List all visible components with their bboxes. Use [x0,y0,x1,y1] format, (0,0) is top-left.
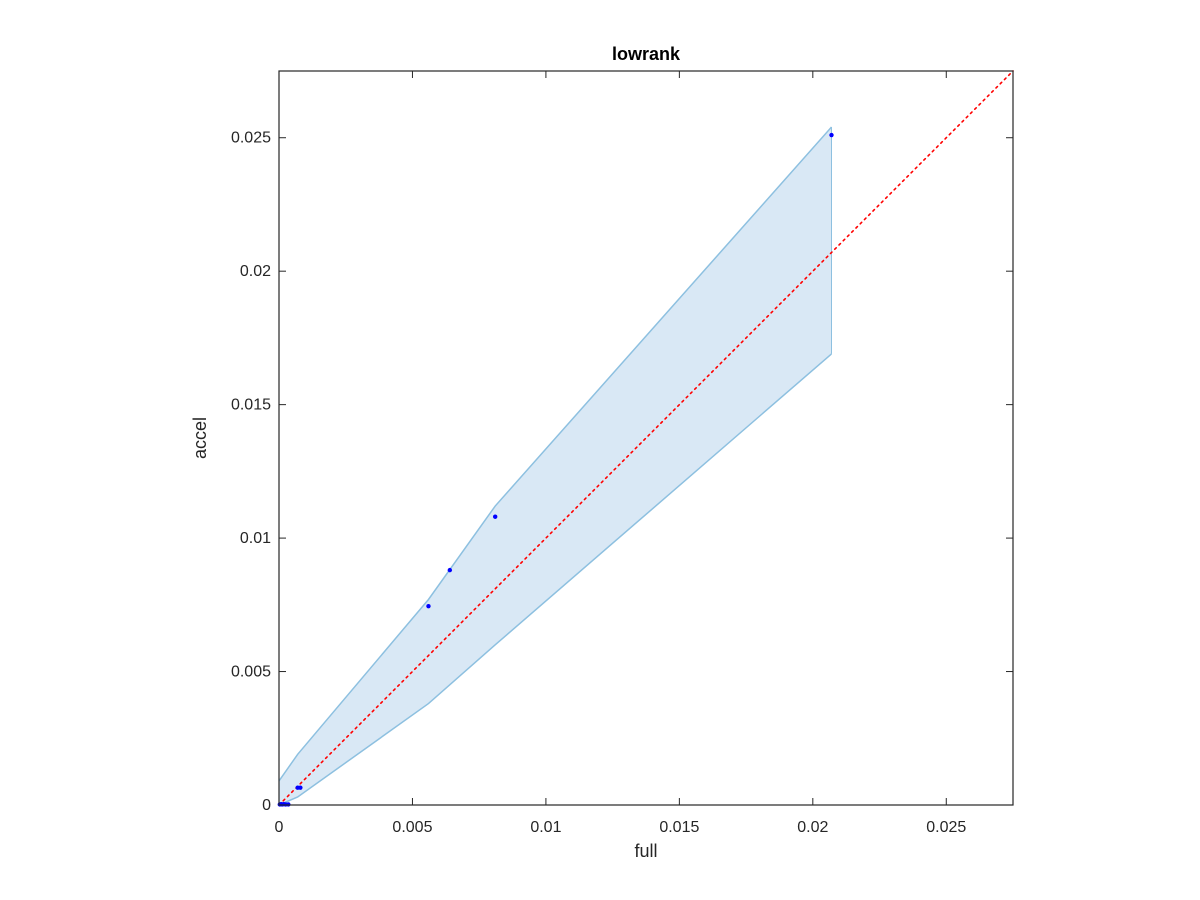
x-tick-label: 0.015 [659,819,699,836]
axis-ticks: 0 0.005 0.01 0.015 0.02 0.025 0 0.005 0.01 0.015 0… [231,71,1013,836]
y-tick-label: 0.015 [231,397,271,414]
x-tick-label: 0.025 [926,819,966,836]
data-point [298,785,303,790]
chart-title: lowrank [612,44,681,64]
x-tick-label: 0.01 [530,819,561,836]
data-point [447,567,453,573]
y-tick-label: 0.02 [240,263,271,280]
y-tick-label: 0 [262,797,271,814]
band-fill [279,127,832,806]
data-point [492,514,498,519]
y-axis-label: accel [190,417,210,459]
y-tick-label: 0.01 [240,530,271,547]
band-lower-edge [278,353,832,806]
y-tick-label: 0.025 [231,130,271,147]
band-upper-edge [278,126,833,782]
x-axis-label: full [634,841,657,861]
data-point [829,132,834,138]
axes-box [278,70,1014,806]
reference-line [278,70,1014,806]
x-tick-label: 0.005 [392,819,432,836]
x-tick-label: 0 [275,819,284,836]
confidence-band [278,126,833,806]
reference-line-group [278,70,1014,806]
x-tick-label: 0.02 [797,819,828,836]
data-point [426,603,431,609]
y-tick-label: 0.005 [231,664,271,681]
